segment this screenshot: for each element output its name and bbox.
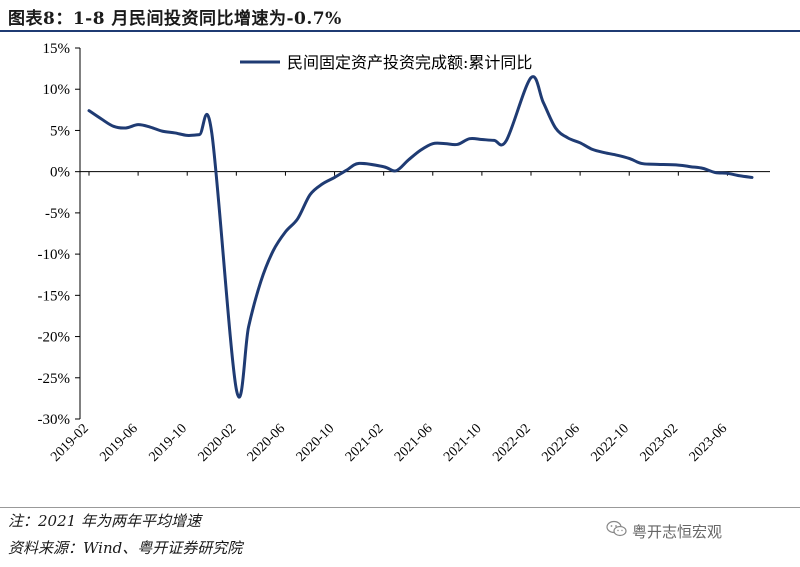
y-tick-label: -20%: [38, 330, 71, 346]
y-tick-label: 0%: [50, 165, 70, 181]
chart-legend: 民间固定资产投资完成额:累计同比: [240, 53, 532, 72]
footer-divider: [0, 507, 800, 508]
x-tick-label: 2022-10: [588, 421, 632, 465]
x-tick-label: 2021-02: [343, 421, 387, 465]
x-tick-label: 2023-06: [687, 421, 731, 465]
y-tick-label: 15%: [43, 41, 71, 57]
y-tick-label: 5%: [50, 123, 70, 139]
line-chart: 15%10%5%0%-5%-10%-15%-20%-25%-30%2019-02…: [38, 41, 770, 465]
y-tick-label: 10%: [43, 82, 71, 98]
chart-title: 图表8：1-8 月民间投资同比增速为-0.7%: [8, 9, 342, 29]
title-divider: [0, 30, 800, 32]
chart-ticks: 15%10%5%0%-5%-10%-15%-20%-25%-30%2019-02…: [38, 41, 731, 465]
wechat-icon: [606, 520, 627, 537]
y-tick-label: -25%: [38, 371, 71, 387]
x-tick-label: 2020-10: [294, 421, 338, 465]
source-note: 资料来源：Wind、粤开证券研究院: [8, 539, 243, 557]
footnote: 注：2021 年为两年平均增速: [8, 512, 201, 530]
x-tick-label: 2023-02: [638, 421, 682, 465]
x-tick-label: 2022-06: [539, 421, 583, 465]
chart-axes: [79, 48, 770, 419]
legend-label: 民间固定资产投资完成额:累计同比: [287, 53, 532, 72]
x-tick-label: 2021-06: [392, 421, 436, 465]
x-tick-label: 2021-10: [441, 421, 485, 465]
series-line: [87, 75, 754, 399]
x-tick-label: 2020-06: [245, 421, 289, 465]
y-tick-label: -30%: [38, 412, 71, 428]
y-tick-label: -5%: [45, 206, 70, 222]
y-tick-label: -10%: [38, 247, 71, 263]
chart-series: [87, 75, 754, 399]
x-tick-label: 2019-06: [97, 421, 141, 465]
x-tick-label: 2020-02: [196, 421, 240, 465]
x-tick-label: 2022-02: [490, 421, 534, 465]
y-tick-label: -15%: [38, 288, 71, 304]
watermark-text: 粤开志恒宏观: [632, 523, 723, 541]
x-tick-label: 2019-10: [146, 421, 190, 465]
